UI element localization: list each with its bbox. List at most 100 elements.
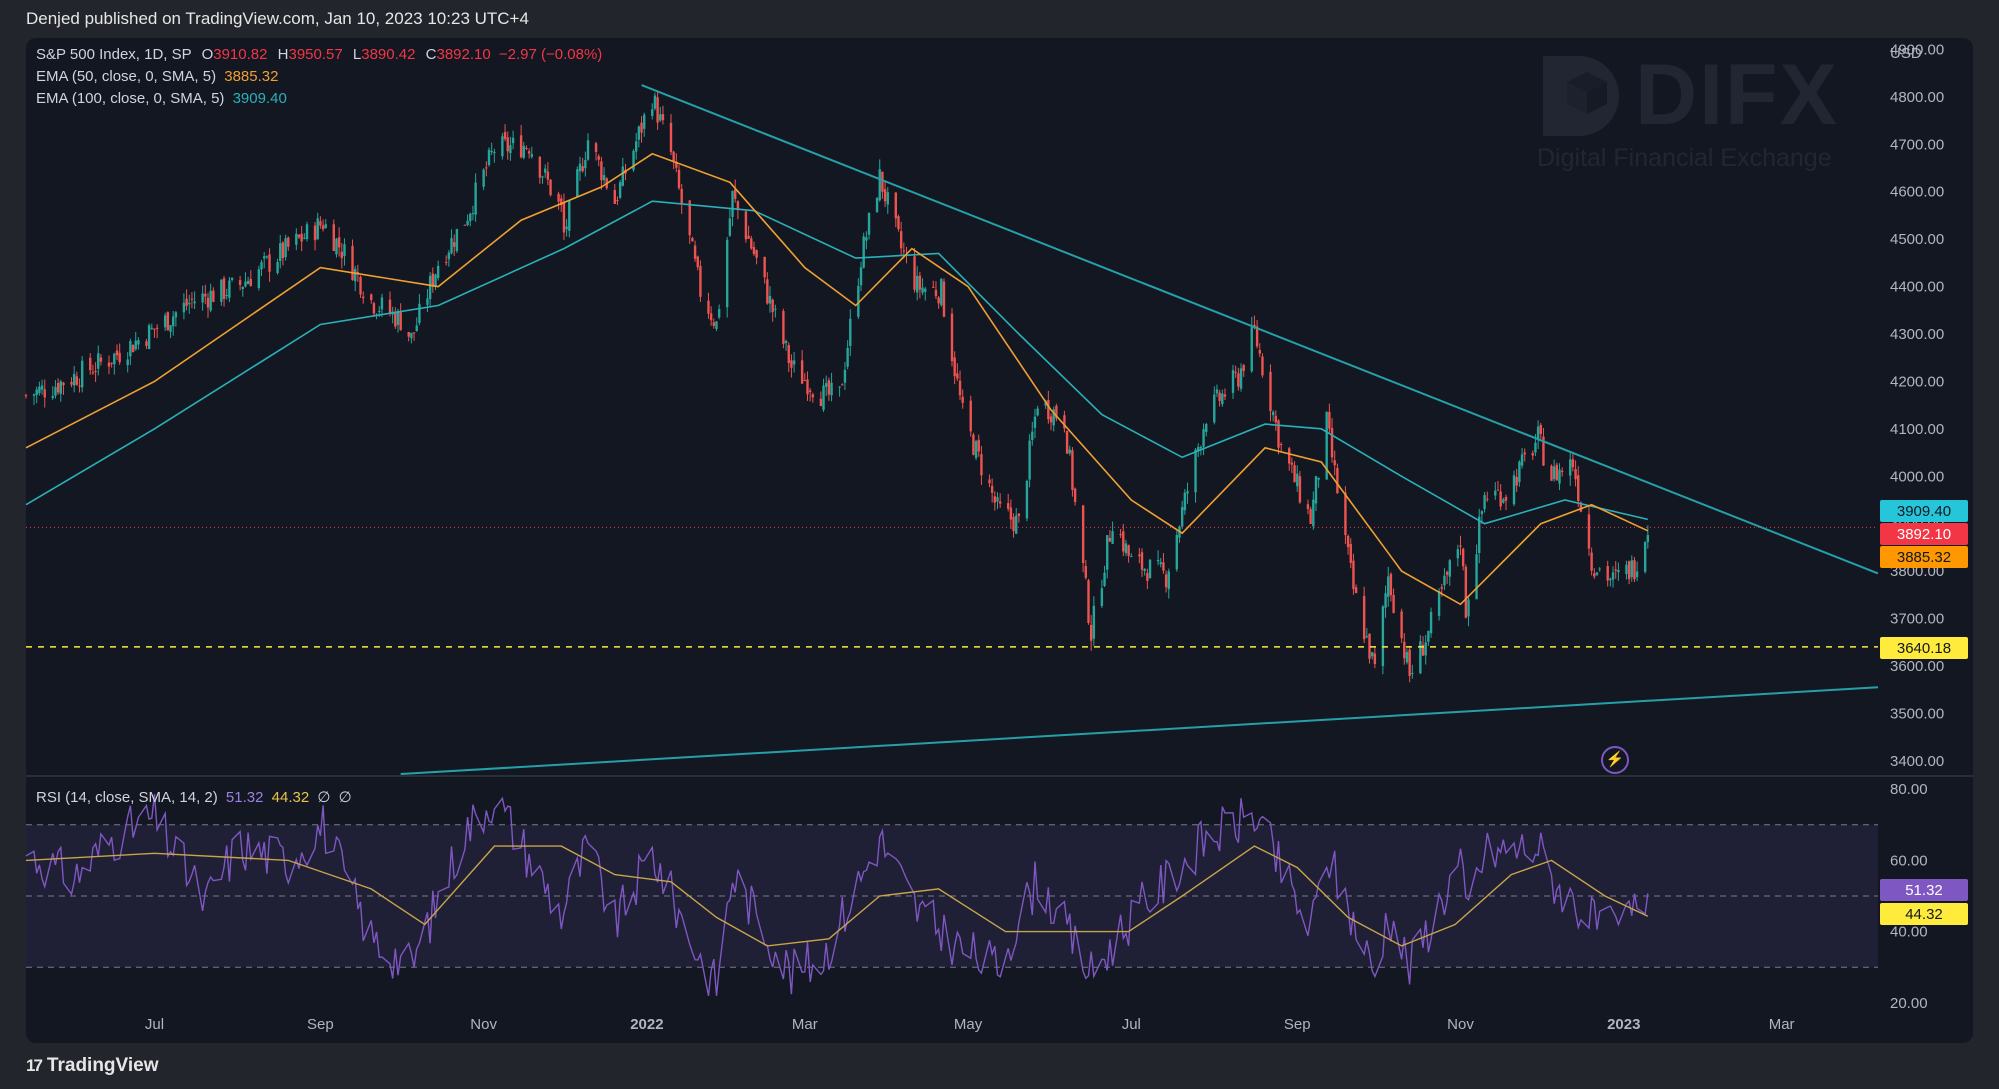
rsi-flag-2[interactable]: ∅ [338,789,352,806]
candle-body [637,126,641,140]
candle-body [97,353,100,369]
candle-body [1387,576,1390,597]
candle-body [1411,673,1414,675]
candle-body [230,277,234,280]
candle-body [1309,509,1312,524]
candle-body [287,237,290,247]
ema50-legend[interactable]: EMA (50, close, 0, SMA, 5) 3885.32 [36,68,278,85]
candle-body [878,169,881,201]
time-tick-label: 2022 [630,1016,663,1033]
candle-body [1427,630,1430,642]
candle-body [1071,450,1074,490]
candle-body [281,242,285,259]
symbol-legend[interactable]: S&P 500 Index, 1D, SP O3910.82 H3950.57 … [36,46,602,63]
lightning-icon[interactable]: ⚡ [1601,746,1629,774]
candle-body [1293,465,1296,483]
candle-body [1237,373,1240,387]
candle-body [950,313,954,362]
candle-body [54,387,57,396]
tradingview-mark-icon: 17 [26,1056,43,1075]
candle-body [709,313,713,321]
candle-body [260,262,263,270]
candle-body [693,245,697,259]
tradingview-logo[interactable]: 17 TradingView [26,1055,159,1077]
price-tick-label: 3700.00 [1890,611,1944,628]
candle-body [412,332,416,334]
rsi-flag-1[interactable]: ∅ [317,789,331,806]
candle-body [1221,393,1224,405]
candle-body [313,225,317,241]
candle-body [875,198,879,213]
candle-body [576,169,579,197]
candle-body [506,137,509,152]
candle-body [1478,516,1481,554]
price-tick-label: 3600.00 [1890,658,1944,675]
candle-body [1558,469,1561,484]
candle-body [493,151,496,154]
candle-body [1461,548,1465,567]
candle-body [185,298,188,306]
candle-body [717,309,721,318]
candle-body [699,266,702,297]
price-tick-label: 4500.00 [1890,231,1944,248]
candle-body [990,485,994,493]
candle-body [993,496,997,503]
candle-body [1330,428,1334,458]
candle-body [75,376,79,385]
candle-body [145,341,148,346]
ema100-legend[interactable]: EMA (100, close, 0, SMA, 5) 3909.40 [36,90,287,107]
rsi-legend[interactable]: RSI (14, close, SMA, 14, 2) 51.32 44.32 … [36,788,352,806]
candle-body [1389,573,1393,596]
watermark-subtitle: Digital Financial Exchange [1537,144,1832,172]
symbol-name: S&P 500 Index, 1D, SP [36,46,192,63]
candle-body [1365,636,1369,638]
candle-body [1643,542,1647,572]
candle-body [1635,571,1639,578]
candle-body [1384,593,1387,608]
candle-body [171,316,175,327]
candle-body [578,163,582,172]
candle-body [651,109,654,116]
candle-body [131,345,135,353]
candle-body [1403,641,1406,659]
candle-body [1148,559,1152,579]
candle-body [276,261,279,273]
candle-body [1199,446,1203,449]
candle-body [1456,549,1460,559]
rsi-badge-label: 51.32 [1905,882,1943,899]
candle-body [522,145,525,158]
ema50-label: EMA (50, close, 0, SMA, 5) [36,68,217,85]
candle-body [1539,424,1542,434]
candle-body [509,145,512,154]
candle-body [1031,431,1034,440]
candle-body [1015,515,1018,534]
time-tick-label: Mar [792,1016,818,1033]
candle-body [782,311,785,344]
candle-body [918,275,922,290]
price-tick-label: 4700.00 [1890,136,1944,153]
tradingview-brand: TradingView [46,1055,159,1076]
price-tick-label: 4300.00 [1890,326,1944,343]
candle-body [1269,371,1272,412]
candle-body [455,228,459,252]
ema50-value: 3885.32 [224,68,279,85]
candle-body [1290,462,1294,465]
ohlc-close-value: 3892.10 [436,46,491,63]
ohlc-high-value: 3950.57 [288,46,343,63]
candle-body [268,254,271,272]
candle-body [1499,491,1502,507]
candle-body [597,156,600,160]
candle-body [897,216,900,230]
candle-body [774,308,777,310]
candle-body [99,357,103,362]
candle-body [362,296,365,299]
time-tick-label: Sep [1284,1016,1311,1033]
candle-body [838,386,841,388]
candle-body [1362,595,1366,640]
candle-body [1271,411,1275,416]
candle-body [808,390,812,392]
candle-body [586,140,590,160]
candle-body [632,150,635,170]
time-tick-label: Sep [307,1016,334,1033]
